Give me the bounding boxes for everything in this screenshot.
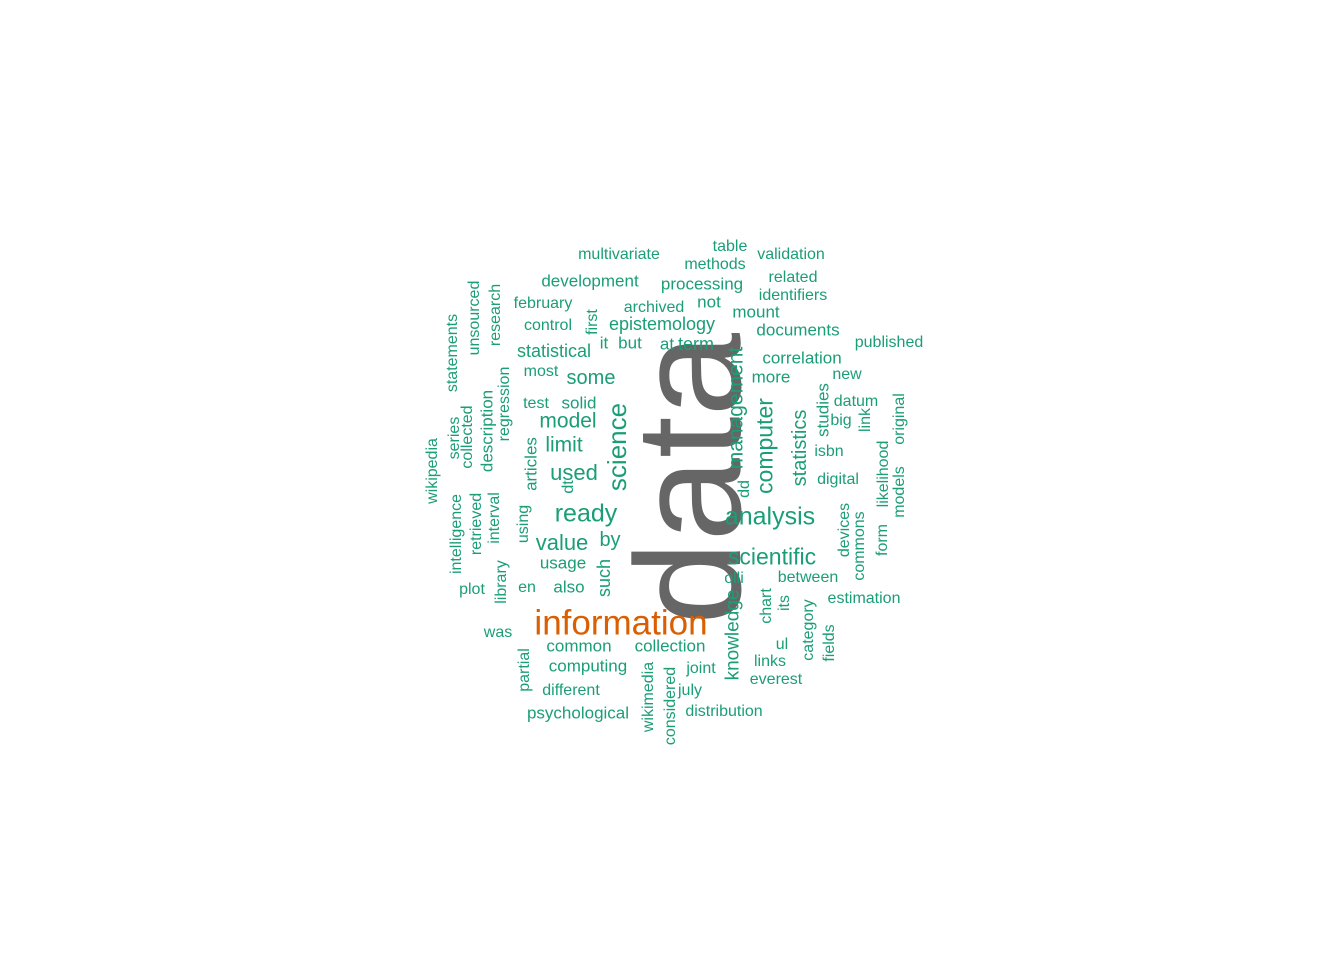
- word-control: control: [523, 317, 573, 334]
- word-such: such: [594, 558, 614, 598]
- word-published: published: [854, 334, 924, 351]
- word-psychological: psychological: [526, 703, 630, 723]
- word-en: en: [518, 579, 536, 596]
- word-articles: articles: [521, 437, 541, 491]
- word-retrieved: retrieved: [468, 492, 485, 556]
- word-interval: interval: [486, 492, 503, 544]
- word-table: table: [712, 238, 748, 255]
- word-information: information: [534, 603, 708, 643]
- word-isbn: isbn: [814, 443, 844, 460]
- word-related: related: [768, 269, 818, 286]
- word-different: different: [542, 682, 600, 699]
- word-datum: datum: [833, 393, 879, 410]
- word-was: was: [483, 624, 513, 641]
- word-validation: validation: [757, 246, 825, 263]
- word-digital: digital: [817, 471, 859, 488]
- word-processing: processing: [660, 274, 744, 294]
- word-test: test: [523, 395, 549, 412]
- word-by: by: [599, 529, 621, 551]
- word-computer: computer: [751, 398, 778, 494]
- word-link: link: [857, 407, 874, 433]
- word-july: july: [677, 682, 703, 699]
- word-distribution: distribution: [685, 703, 763, 720]
- word-intelligence: intelligence: [448, 493, 465, 575]
- word-everest: everest: [749, 671, 803, 688]
- word-dd: dd: [736, 480, 753, 498]
- word-multivariate: multivariate: [578, 246, 660, 263]
- word-knowledge: knowledge: [722, 589, 744, 681]
- word-unsourced: unsourced: [466, 280, 483, 356]
- word-olli: olli: [724, 570, 744, 587]
- word-form: form: [874, 524, 891, 556]
- word-collection: collection: [634, 636, 706, 656]
- word-category: category: [800, 599, 817, 661]
- word-not: not: [697, 292, 721, 312]
- word-but: but: [618, 333, 642, 353]
- word-dt: dt: [560, 480, 577, 494]
- word-more: more: [751, 367, 791, 387]
- word-ul: ul: [775, 636, 789, 653]
- word-statistical: statistical: [516, 341, 592, 361]
- word-library: library: [493, 560, 510, 604]
- word-joint: joint: [686, 660, 716, 677]
- word-methods: methods: [684, 256, 746, 273]
- word-statements: statements: [444, 313, 461, 393]
- word-usage: usage: [539, 553, 587, 573]
- word-computing: computing: [548, 656, 628, 676]
- word-commons: commons: [851, 511, 868, 581]
- word-used: used: [550, 460, 598, 485]
- word-value: value: [535, 530, 589, 555]
- word-estimation: estimation: [827, 590, 901, 607]
- word-archived: archived: [623, 299, 685, 316]
- word-using: using: [515, 504, 532, 544]
- word-regression: regression: [496, 366, 513, 442]
- word-chart: chart: [758, 588, 775, 624]
- word-links: links: [753, 653, 787, 670]
- word-its: its: [776, 595, 793, 611]
- word-big: big: [830, 412, 852, 429]
- word-between: between: [777, 569, 839, 586]
- word-mount: mount: [732, 302, 780, 322]
- word-considered: considered: [662, 666, 679, 746]
- word-science: science: [602, 402, 632, 492]
- word-description: description: [477, 389, 497, 473]
- word-common: common: [546, 636, 612, 656]
- word-studies: studies: [813, 383, 833, 437]
- word-original: original: [891, 393, 908, 445]
- word-management: management: [724, 346, 748, 470]
- word-fields: fields: [821, 624, 838, 662]
- word-also: also: [553, 577, 585, 597]
- word-first: first: [584, 309, 601, 335]
- word-epistemology: epistemology: [608, 314, 716, 334]
- word-february: february: [513, 295, 573, 312]
- word-wikimedia: wikimedia: [640, 661, 657, 733]
- word-model: model: [539, 409, 597, 433]
- word-limit: limit: [545, 433, 583, 457]
- word-at: at: [659, 334, 675, 354]
- word-documents: documents: [756, 320, 840, 340]
- word-new: new: [832, 366, 862, 383]
- word-plot: plot: [459, 581, 485, 598]
- word-likelihood: likelihood: [875, 440, 892, 508]
- word-collected: collected: [459, 405, 476, 469]
- word-ready: ready: [554, 499, 618, 528]
- word-it: it: [599, 333, 609, 353]
- word-analysis: analysis: [724, 502, 816, 531]
- word-scientific: scientific: [727, 543, 817, 570]
- word-wikipedia: wikipedia: [424, 438, 441, 504]
- word-models: models: [891, 466, 908, 518]
- word-statistics: statistics: [789, 409, 811, 487]
- word-most: most: [523, 363, 559, 380]
- word-correlation: correlation: [762, 348, 842, 368]
- word-identifiers: identifiers: [758, 287, 828, 304]
- word-term: term: [678, 334, 714, 354]
- word-development: development: [541, 271, 639, 291]
- word-some: some: [566, 367, 616, 389]
- word-partial: partial: [516, 648, 533, 692]
- word-research: research: [487, 283, 504, 347]
- word-solid: solid: [561, 393, 597, 413]
